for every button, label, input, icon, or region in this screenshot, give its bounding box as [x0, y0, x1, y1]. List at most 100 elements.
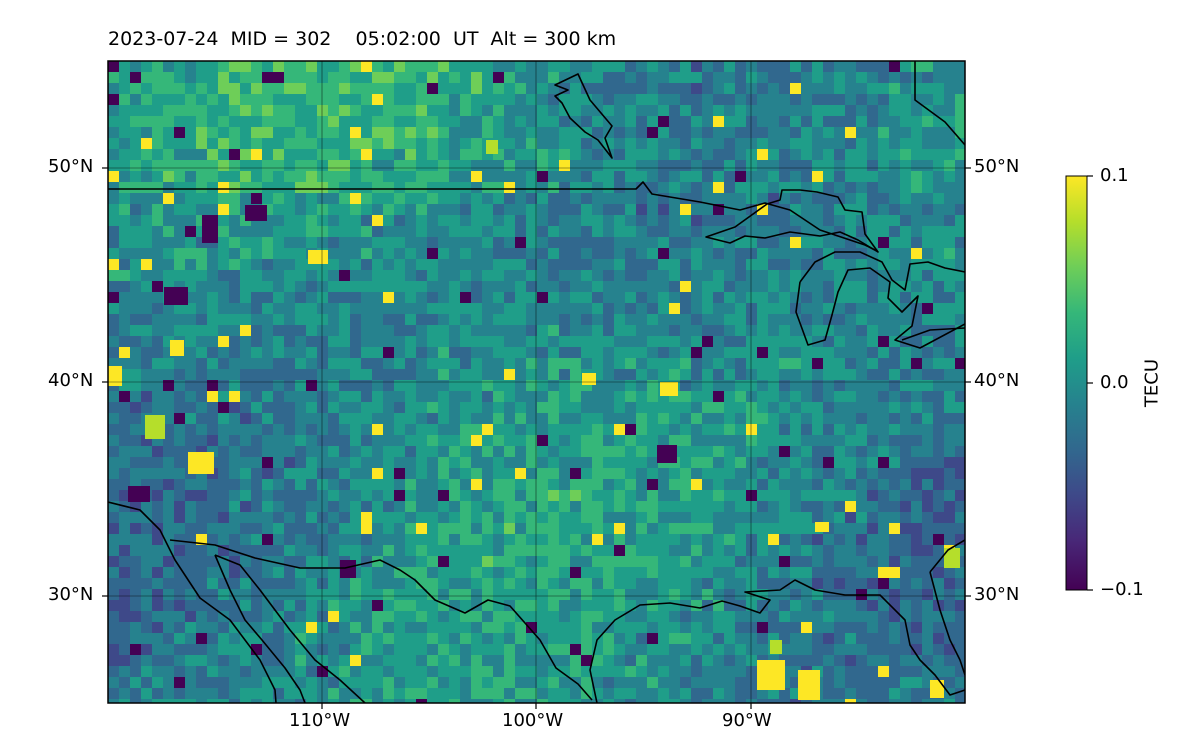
tec-cell — [438, 424, 449, 435]
tec-cell — [262, 116, 273, 127]
tec-cell — [614, 479, 625, 490]
tec-cell — [317, 424, 328, 435]
tec-cell — [174, 226, 185, 237]
tec-cell — [955, 336, 965, 347]
tec-cell — [207, 105, 218, 116]
tec-cell — [108, 402, 119, 413]
tec-cell — [317, 171, 328, 182]
tec-cell — [702, 622, 713, 633]
tec-cell — [405, 556, 416, 567]
tec-cell — [669, 61, 680, 72]
tec-cell — [658, 589, 669, 600]
colorbar-tick-min: −0.1 — [1100, 579, 1144, 600]
tec-cell — [647, 534, 658, 545]
tec-cell — [405, 435, 416, 446]
tec-cell — [152, 677, 163, 688]
tec-cell — [570, 391, 581, 402]
tec-cell — [504, 336, 515, 347]
tec-cell — [493, 501, 504, 512]
tec-cell — [570, 369, 581, 380]
tec-cell — [955, 127, 965, 138]
tec-cell — [185, 688, 196, 699]
tec-cell — [240, 127, 251, 138]
tec-cell — [933, 380, 944, 391]
tec-cell — [163, 424, 174, 435]
tec-cell — [196, 149, 207, 160]
tec-cell — [559, 413, 570, 424]
tec-cell — [625, 292, 636, 303]
tec-cell — [229, 490, 240, 501]
tec-cell — [449, 633, 460, 644]
tec-cell — [350, 446, 361, 457]
tec-cell — [273, 314, 284, 325]
tec-cell — [108, 490, 119, 501]
tec-cell — [372, 325, 383, 336]
tec-cell — [196, 600, 207, 611]
tec-cell — [691, 556, 702, 567]
tec-cell — [405, 490, 416, 501]
tec-cell — [768, 325, 779, 336]
tec-cell — [691, 347, 702, 358]
tec-cell — [185, 677, 196, 688]
tec-cell — [823, 545, 834, 556]
tec-cell — [779, 61, 790, 72]
tec-cell — [207, 358, 218, 369]
tec-cell — [251, 281, 262, 292]
tec-cell — [526, 578, 537, 589]
tec-cell — [328, 182, 339, 193]
tec-cell — [933, 226, 944, 237]
tec-cell — [658, 182, 669, 193]
tec-feature — [657, 445, 677, 463]
tec-cell — [218, 468, 229, 479]
tec-cell — [537, 83, 548, 94]
tec-cell — [196, 512, 207, 523]
tec-cell — [218, 556, 229, 567]
tec-cell — [691, 215, 702, 226]
tec-cell — [317, 600, 328, 611]
tec-cell — [548, 523, 559, 534]
tec-cell — [834, 699, 845, 703]
tec-cell — [537, 270, 548, 281]
tec-cell — [185, 127, 196, 138]
tec-cell — [658, 336, 669, 347]
tec-cell — [515, 424, 526, 435]
tec-cell — [405, 358, 416, 369]
tec-cell — [713, 248, 724, 259]
tec-cell — [449, 281, 460, 292]
tec-cell — [262, 270, 273, 281]
tec-cell — [328, 72, 339, 83]
tec-cell — [801, 534, 812, 545]
tec-cell — [394, 611, 405, 622]
tec-cell — [636, 94, 647, 105]
tec-cell — [570, 138, 581, 149]
tec-cell — [922, 600, 933, 611]
tec-cell — [141, 72, 152, 83]
tec-cell — [548, 149, 559, 160]
tec-cell — [471, 336, 482, 347]
tec-cell — [229, 336, 240, 347]
tec-cell — [251, 94, 262, 105]
tec-cell — [141, 83, 152, 94]
tec-cell — [878, 325, 889, 336]
tec-cell — [471, 270, 482, 281]
tec-cell — [911, 94, 922, 105]
tec-cell — [713, 193, 724, 204]
tec-cell — [262, 325, 273, 336]
tec-cell — [416, 567, 427, 578]
tec-cell — [295, 633, 306, 644]
tec-cell — [295, 567, 306, 578]
tec-cell — [317, 325, 328, 336]
tec-cell — [306, 116, 317, 127]
tec-cell — [328, 402, 339, 413]
tec-cell — [493, 391, 504, 402]
tec-cell — [372, 336, 383, 347]
tec-cell — [955, 512, 965, 523]
tec-cell — [229, 369, 240, 380]
tec-cell — [955, 105, 965, 116]
tec-cell — [196, 358, 207, 369]
tec-cell — [625, 424, 636, 435]
tec-cell — [394, 578, 405, 589]
tec-cell — [856, 171, 867, 182]
tec-cell — [493, 402, 504, 413]
tec-cell — [636, 666, 647, 677]
